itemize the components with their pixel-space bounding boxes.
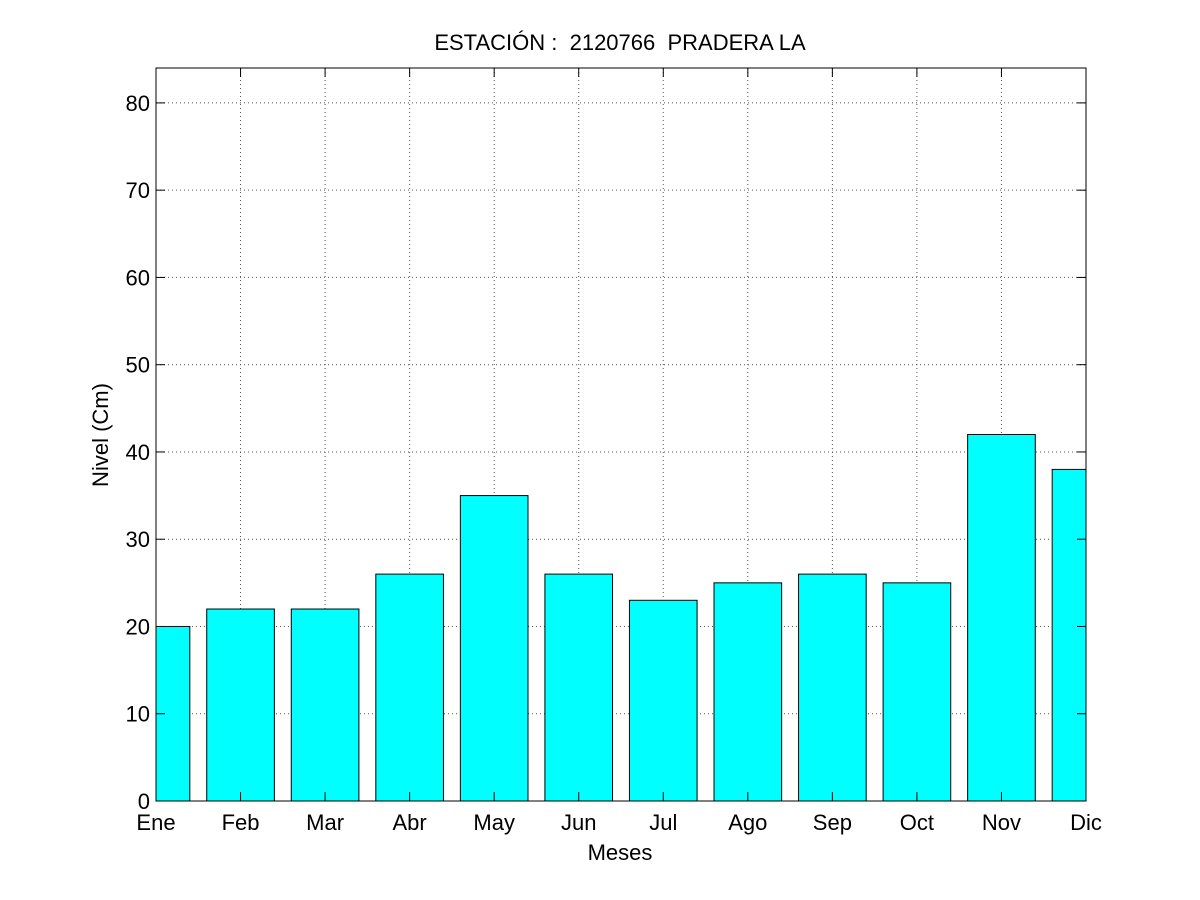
bar-may bbox=[459, 495, 529, 802]
x-tick-label: Dic bbox=[1070, 810, 1102, 835]
x-tick-label: Sep bbox=[813, 810, 852, 835]
plot-frame bbox=[155, 67, 1087, 802]
y-tick-label: 0 bbox=[138, 789, 150, 814]
y-tick-labels: 0 10 20 30 40 50 60 70 80 bbox=[126, 91, 150, 814]
y-tick-label: 50 bbox=[126, 353, 150, 378]
y-axis-label: Nivel (Cm) bbox=[88, 383, 113, 487]
bar-feb bbox=[206, 608, 275, 802]
x-axis-label: Meses bbox=[588, 840, 653, 865]
bar-mar bbox=[290, 608, 360, 802]
y-tick-label: 40 bbox=[126, 440, 150, 465]
x-tick-label: Feb bbox=[222, 810, 260, 835]
axis-ticks bbox=[155, 68, 1087, 802]
bars bbox=[155, 434, 1087, 802]
x-tick-label: Abr bbox=[393, 810, 427, 835]
x-tick-labels: Ene Feb Mar Abr May Jun Jul Ago Sep Oct Nov Dic bbox=[136, 810, 1101, 835]
y-tick-label: 30 bbox=[126, 527, 150, 552]
bar-oct bbox=[882, 582, 952, 802]
y-tick-label: 80 bbox=[126, 91, 150, 116]
bar-sep bbox=[798, 573, 867, 802]
bar-jun bbox=[544, 573, 614, 802]
x-tick-label: Jun bbox=[561, 810, 596, 835]
bar-dic bbox=[1051, 468, 1087, 802]
y-tick-label: 20 bbox=[126, 614, 150, 639]
grid-lines bbox=[156, 68, 1086, 801]
x-tick-label: Oct bbox=[900, 810, 934, 835]
bar-ago bbox=[713, 582, 783, 802]
bar-abr bbox=[375, 573, 444, 802]
y-tick-label: 70 bbox=[126, 178, 150, 203]
x-tick-label: Ago bbox=[728, 810, 767, 835]
chart-title: ESTACIÓN : 2120766 PRADERA LA bbox=[434, 30, 806, 55]
x-tick-label: Ene bbox=[136, 810, 175, 835]
y-tick-label: 60 bbox=[126, 265, 150, 290]
x-tick-label: May bbox=[473, 810, 515, 835]
x-tick-label: Mar bbox=[306, 810, 344, 835]
x-tick-label: Nov bbox=[982, 810, 1021, 835]
y-tick-label: 10 bbox=[126, 702, 150, 727]
bar-nov bbox=[967, 434, 1036, 802]
bar-jul bbox=[628, 599, 698, 802]
x-tick-label: Jul bbox=[649, 810, 677, 835]
